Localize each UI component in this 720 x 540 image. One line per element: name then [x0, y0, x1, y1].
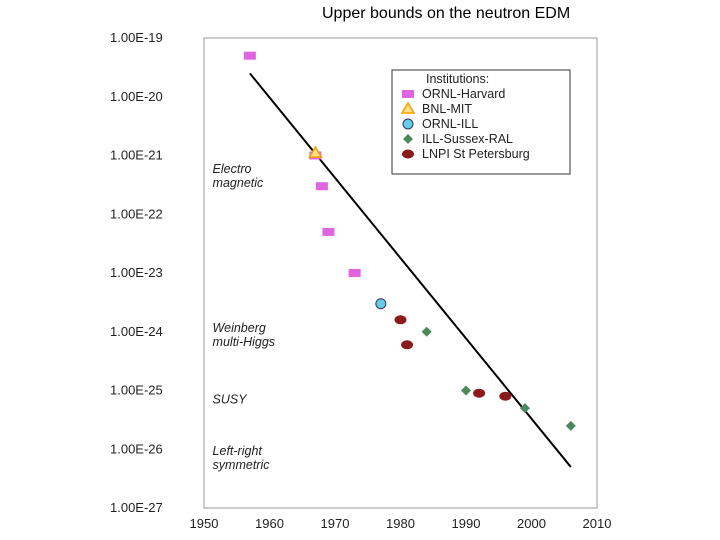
point-lnpi-st-petersburg [401, 340, 414, 350]
x-tick-label: 1950 [190, 516, 219, 531]
annotations: Electro magnetic Weinberg multi-Higgs SUSY Le… [213, 162, 276, 472]
legend-entry: ORNL-ILL [422, 117, 478, 131]
legend-entry: BNL-MIT [422, 102, 472, 116]
annotation-line: Left-right [213, 444, 263, 458]
point-bnl-mit [308, 145, 323, 158]
y-tick-label: 1.00E-19 [110, 30, 163, 45]
y-tick-label: 1.00E-20 [110, 89, 163, 104]
point-ornl-harvard [315, 182, 328, 191]
annotation-line: Weinberg [213, 321, 266, 335]
y-tick-label: 1.00E-25 [110, 383, 163, 398]
annotation-line: magnetic [213, 176, 264, 190]
region-annotation: Electro magnetic [213, 162, 264, 190]
legend-marker [400, 101, 416, 114]
chart-title-text: Upper bounds on the neutron EDM [322, 5, 571, 22]
point-ornl-harvard [322, 227, 335, 236]
x-tick-label: 1980 [386, 516, 415, 531]
point-lnpi-st-petersburg [394, 315, 407, 325]
point-ill-sussex-ral [519, 403, 530, 414]
point-lnpi-st-petersburg [473, 388, 486, 398]
legend-marker [402, 118, 414, 130]
point-ornl-harvard [243, 51, 256, 60]
legend: Institutions:ORNL-HarvardBNL-MITORNL-ILL… [391, 69, 571, 175]
y-tick-label: 1.00E-23 [110, 265, 163, 280]
annotation-line: multi-Higgs [213, 335, 276, 349]
x-tick-label: 1990 [452, 516, 481, 531]
y-tick-label: 1.00E-22 [110, 206, 163, 221]
annotation-line: SUSY [213, 393, 249, 407]
legend-entry: ILL-Sussex-RAL [422, 132, 513, 146]
point-ornl-harvard [348, 269, 361, 277]
y-tick-label: 1.00E-26 [110, 441, 163, 456]
region-annotation: Weinberg multi-Higgs [213, 321, 276, 349]
region-annotation: Left-right symmetric [213, 444, 271, 472]
legend-title: Institutions: [426, 72, 489, 86]
region-annotation: SUSY [213, 393, 249, 407]
y-tick-label: 1.00E-27 [110, 500, 163, 515]
legend-marker [402, 90, 414, 98]
annotation-line: symmetric [213, 458, 271, 472]
y-tick-label: 1.00E-24 [110, 324, 163, 339]
point-ill-sussex-ral [421, 326, 432, 337]
y-tick-label: 1.00E-21 [110, 148, 163, 163]
x-tick-label: 2010 [583, 516, 612, 531]
legend-box [391, 69, 571, 175]
x-tick-label: 2000 [517, 516, 546, 531]
legend-marker [403, 134, 413, 144]
point-ornl-ill [375, 298, 387, 310]
x-tick-label: 1970 [321, 516, 350, 531]
point-lnpi-st-petersburg [499, 391, 512, 401]
trend-line [249, 72, 572, 468]
legend-marker [402, 149, 414, 159]
x-tick-label: 1960 [255, 516, 284, 531]
point-ill-sussex-ral [461, 385, 471, 396]
point-ill-sussex-ral [565, 420, 576, 431]
data-points [243, 51, 576, 431]
legend-entry: LNPI St Petersburg [422, 147, 530, 161]
trend-line-group [249, 72, 572, 468]
annotation-line: Electro [213, 162, 252, 176]
legend-entry: ORNL-Harvard [422, 87, 505, 101]
